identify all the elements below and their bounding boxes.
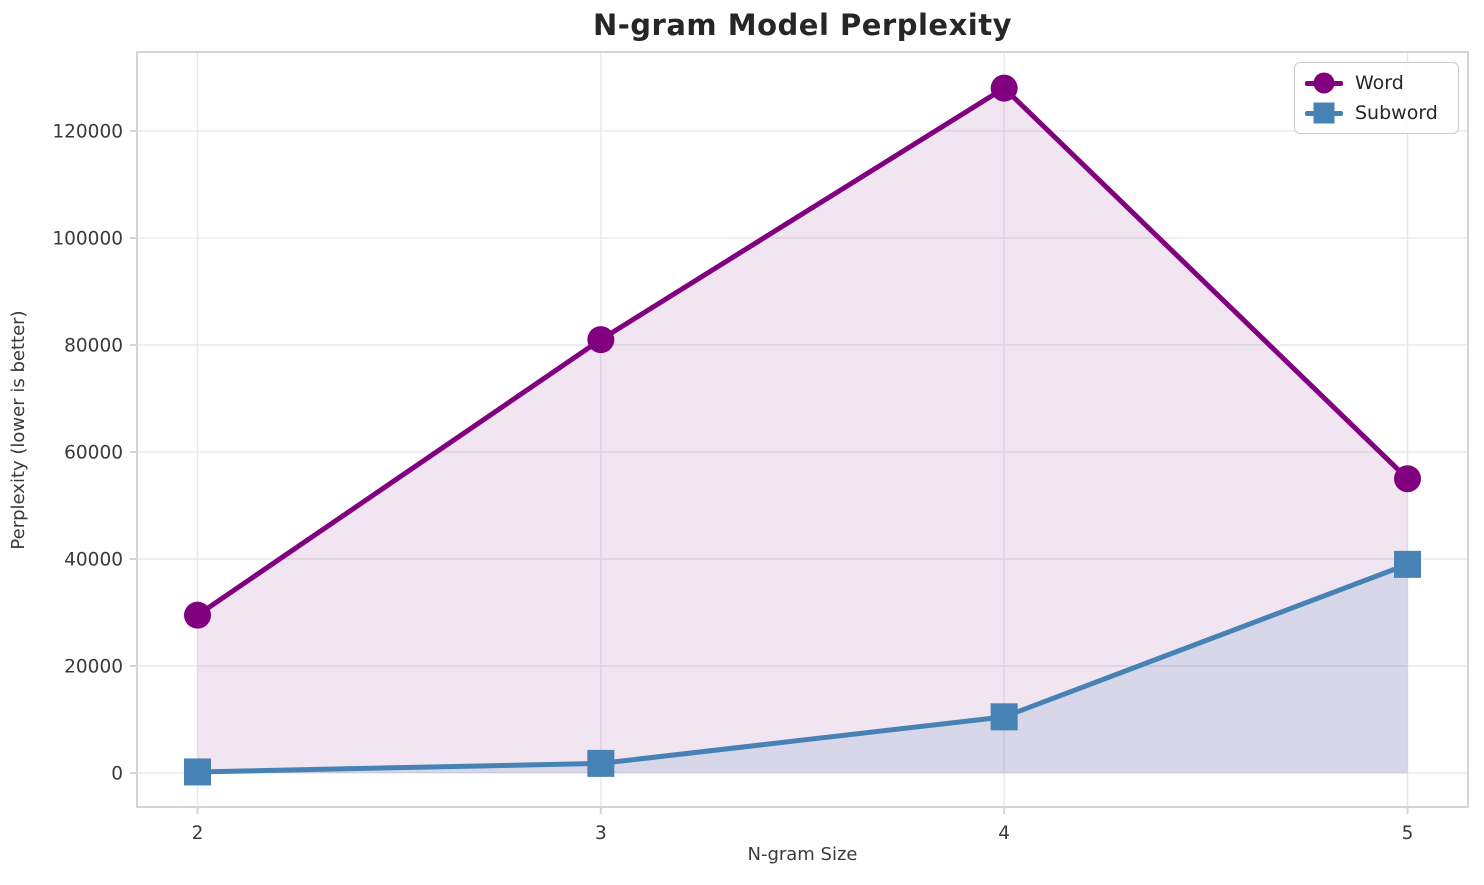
word-data-point (990, 74, 1018, 102)
legend-item-word: Word (1305, 71, 1446, 95)
x-tick-label: 3 (595, 823, 607, 844)
word-series-line (195, 85, 1410, 618)
subword-data-point (587, 749, 615, 777)
subword-series-line (195, 561, 1410, 775)
word-area-fill (197, 88, 1408, 774)
subword-data-point (990, 703, 1018, 731)
x-tick-label: 4 (998, 823, 1010, 844)
legend-item-subword: Subword (1305, 101, 1446, 125)
subword-area-fill (197, 564, 1408, 774)
plot-border (136, 51, 1469, 808)
word-data-point (1394, 465, 1421, 493)
y-tick-label: 80000 (64, 335, 123, 356)
subword-data-point (184, 758, 211, 786)
subword-data-point (1394, 550, 1421, 578)
y-tick-label: 20000 (64, 657, 123, 678)
y-tick-label: 0 (111, 764, 123, 785)
y-tick-label: 120000 (52, 121, 123, 142)
legend: Word Subword (1294, 62, 1459, 134)
y-tick-label: 60000 (64, 442, 123, 463)
subword-square-marker-icon (1305, 101, 1343, 125)
x-tick-label: 5 (1402, 823, 1414, 844)
x-axis-label: N-gram Size (747, 844, 858, 865)
chart-title: N-gram Model Perplexity (592, 8, 1012, 42)
legend-label-subword: Subword (1355, 101, 1438, 124)
word-data-point (587, 326, 615, 354)
y-tick-label: 40000 (64, 549, 123, 570)
y-tick-label: 100000 (52, 228, 123, 249)
x-tick-label: 2 (192, 823, 204, 844)
legend-label-word: Word (1355, 71, 1404, 94)
word-data-point (184, 601, 211, 629)
word-circle-marker-icon (1305, 71, 1343, 95)
